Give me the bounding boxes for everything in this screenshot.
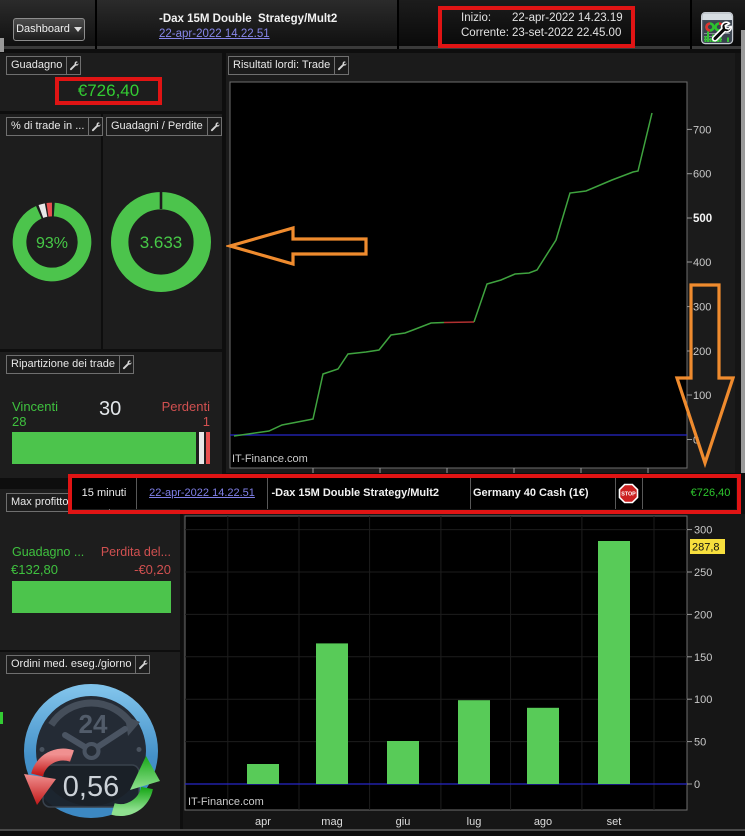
svg-text:287,8: 287,8 bbox=[692, 542, 720, 554]
svg-text:3.633: 3.633 bbox=[140, 233, 183, 252]
svg-text:lug: lug bbox=[467, 816, 482, 828]
svg-text:0,56: 0,56 bbox=[63, 771, 119, 803]
svg-text:50: 50 bbox=[694, 737, 706, 749]
svg-text:100: 100 bbox=[693, 390, 711, 402]
svg-text:ago: ago bbox=[534, 816, 552, 828]
svg-text:500: 500 bbox=[693, 213, 712, 225]
svg-text:giu: giu bbox=[396, 816, 411, 828]
svg-text:93%: 93% bbox=[36, 235, 68, 252]
svg-text:200: 200 bbox=[694, 609, 712, 621]
svg-text:set: set bbox=[607, 816, 622, 828]
svg-text:100: 100 bbox=[694, 694, 712, 706]
svg-text:200: 200 bbox=[693, 346, 711, 358]
svg-text:IT-Finance.com: IT-Finance.com bbox=[232, 453, 308, 465]
svg-text:250: 250 bbox=[694, 567, 712, 579]
svg-text:mag: mag bbox=[321, 816, 342, 828]
svg-text:IT-Finance.com: IT-Finance.com bbox=[188, 796, 264, 808]
svg-text:apr: apr bbox=[255, 816, 271, 828]
svg-text:400: 400 bbox=[693, 257, 711, 269]
svg-text:150: 150 bbox=[694, 652, 712, 664]
svg-text:700: 700 bbox=[693, 124, 711, 136]
svg-text:STOP: STOP bbox=[621, 491, 636, 497]
svg-text:300: 300 bbox=[693, 302, 711, 314]
svg-text:600: 600 bbox=[693, 169, 711, 181]
svg-text:300: 300 bbox=[694, 525, 712, 537]
svg-text:24: 24 bbox=[79, 709, 108, 739]
svg-text:0: 0 bbox=[694, 779, 700, 791]
